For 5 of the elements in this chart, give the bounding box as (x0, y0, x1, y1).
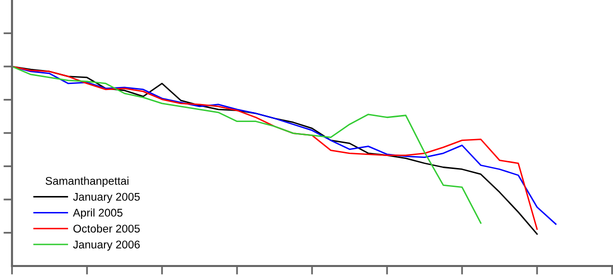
legend-label: April 2005 (72, 208, 122, 219)
legend-label: October 2005 (73, 224, 140, 233)
legend-label: January 2006 (73, 240, 140, 251)
legend-title: Samanthanpettai (46, 176, 128, 188)
legend-label: January 2005 (73, 192, 140, 203)
